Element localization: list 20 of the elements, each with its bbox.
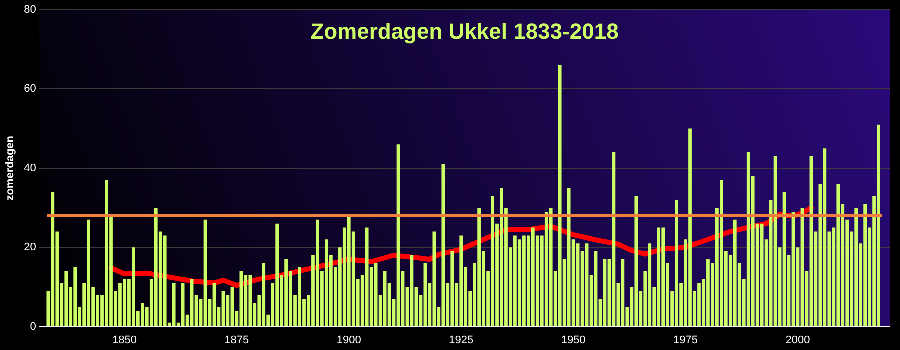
x-tick-label: 1975: [674, 334, 698, 346]
bar: [212, 283, 216, 326]
chart-title: Zomerdagen Ukkel 1833-2018: [310, 19, 619, 44]
bar: [181, 283, 185, 326]
x-tick-label: 2000: [786, 334, 810, 346]
x-tick-label: 1900: [336, 334, 362, 346]
y-tick-label: 0: [30, 320, 36, 333]
bar: [374, 263, 378, 326]
y-axis-title: zomerdagen: [4, 136, 17, 201]
y-tick-label: 20: [24, 242, 36, 254]
y-tick-label: 60: [24, 83, 36, 96]
bar: [567, 188, 571, 326]
x-tick-label: 1950: [561, 334, 586, 346]
bar: [230, 287, 234, 326]
x-tick-label: 1850: [112, 334, 137, 346]
y-tick-label: 80: [24, 4, 36, 16]
x-tick-label: 1925: [449, 334, 474, 346]
y-tick-label: 40: [24, 162, 36, 174]
bar: [222, 291, 226, 326]
x-tick-label: 1875: [224, 334, 250, 346]
